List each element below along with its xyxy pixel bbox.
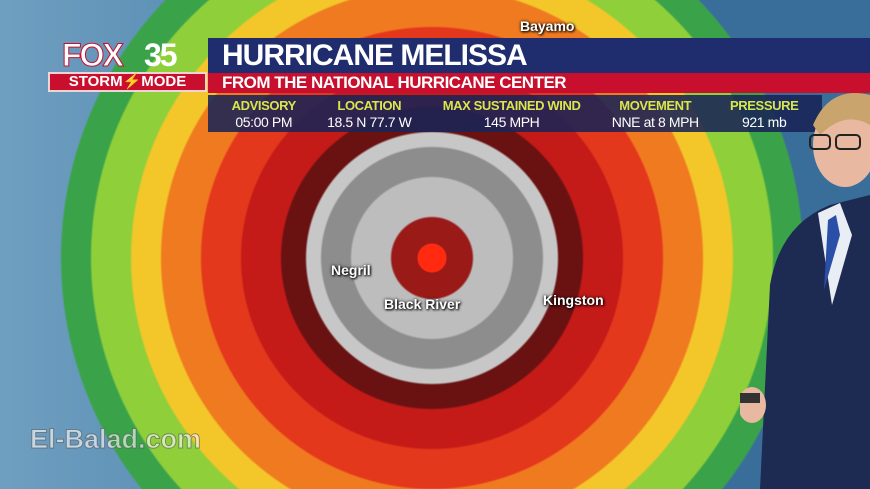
headline-title: HURRICANE MELISSA [208, 38, 870, 73]
stat-value: NNE at 8 MPH [611, 114, 699, 130]
stat-value: 921 mb [742, 114, 787, 130]
stat-value: 18.5 N 77.7 W [327, 114, 412, 130]
storm-mode-badge: STORM⚡MODE [48, 72, 207, 92]
station-name: FOX [62, 37, 125, 73]
place-label: Negril [331, 262, 371, 278]
headline-subtitle: FROM THE NATIONAL HURRICANE CENTER [208, 73, 870, 93]
stat-label: LOCATION [337, 98, 402, 113]
channel-number: 35 [144, 37, 178, 73]
stat-label: MOVEMENT [619, 98, 692, 113]
stat-advisory: ADVISORY 05:00 PM [231, 95, 297, 132]
presenter [740, 93, 870, 489]
stat-movement: MOVEMENT NNE at 8 MPH [612, 95, 699, 132]
stat-pressure: PRESSURE 921 mb [730, 95, 799, 132]
stat-value: 145 MPH [483, 114, 540, 130]
stat-label: ADVISORY [231, 98, 297, 113]
stat-location: LOCATION 18.5 N 77.7 W [327, 95, 412, 132]
stat-label: MAX SUSTAINED WIND [442, 98, 581, 113]
storm-stats-bar: ADVISORY 05:00 PM LOCATION 18.5 N 77.7 W M… [208, 95, 822, 132]
place-label: Bayamo [520, 18, 575, 34]
station-logo: FOX 35 STORM⚡MODE [48, 37, 208, 93]
stat-wind: MAX SUSTAINED WIND 145 MPH [443, 95, 581, 132]
place-label: Kingston [543, 292, 604, 308]
stat-label: PRESSURE [730, 98, 799, 113]
stat-value: 05:00 PM [235, 114, 293, 130]
place-label: Black River [384, 296, 461, 312]
watermark: El-Balad.com [29, 424, 202, 455]
